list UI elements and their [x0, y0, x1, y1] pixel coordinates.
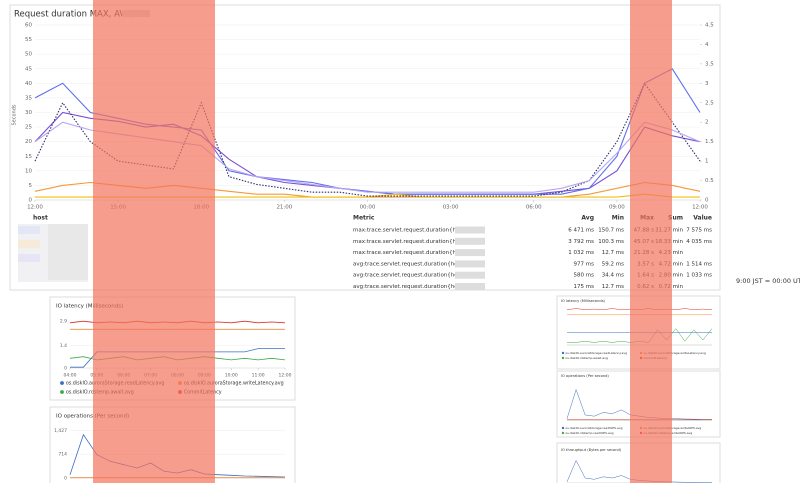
y2-tick-label: 2.5	[705, 100, 714, 106]
blur	[455, 271, 485, 279]
table-cell: 1 514 ms	[686, 261, 712, 267]
table-cell: 7 575 ms	[686, 228, 712, 234]
blur	[455, 237, 485, 245]
table-cell: 977 ms	[574, 261, 595, 267]
blur	[455, 226, 485, 234]
y-tick-label: 20	[25, 139, 32, 145]
y-tick-label: 0	[64, 476, 67, 482]
x-tick-label: 03:00	[443, 205, 459, 211]
blur	[455, 283, 485, 290]
table-header: Min	[612, 215, 624, 222]
y2-tick-label: 0	[705, 198, 709, 204]
x-tick-label: 12:00	[27, 205, 43, 211]
table-cell: 150.7 ms	[598, 228, 624, 234]
x-tick-label: 11:00	[252, 373, 265, 379]
table-cell: 175 ms	[574, 284, 595, 290]
legend-label: os.diskIO.rdstemp.readIOPS.avg	[565, 431, 613, 435]
y-tick-label: 0	[29, 198, 33, 204]
table-cell: max:trace.servlet.request.duration{host:	[353, 250, 467, 256]
legend-swatch	[60, 381, 64, 385]
y-axis-label: Seconds	[12, 104, 18, 125]
table-cell: max:trace.servlet.request.duration{host:	[353, 239, 467, 245]
legend-label: os.diskIO.rdstemp.await.avg	[565, 356, 608, 360]
blur	[455, 260, 485, 268]
x-tick-label: 10:00	[225, 373, 238, 379]
table-cell: 6 471 ms	[568, 228, 594, 234]
table-cell: 12.7 ms	[602, 284, 624, 290]
x-tick-label: 21:00	[276, 205, 292, 211]
y-tick-label: 50	[25, 52, 32, 58]
table-cell: 4 035 ms	[686, 239, 712, 245]
y-tick-label: 1,427	[54, 428, 67, 434]
legend-swatch	[561, 431, 565, 435]
y-tick-label: 25	[25, 125, 32, 131]
table-header: Sum	[668, 215, 683, 222]
legend-swatch	[561, 356, 565, 360]
panel-title: IO throughput (Bytes per second)	[561, 448, 622, 452]
y2-tick-label: 4	[705, 42, 709, 48]
legend-label: os.diskIO.auroraStorage.writeLatency.avg	[643, 351, 706, 355]
table-cell: max:trace.servlet.request.duration{host:	[353, 228, 467, 234]
x-tick-label: 06:00	[526, 205, 542, 211]
panel-title: IO operations (Per second)	[56, 414, 129, 420]
host-blur	[18, 224, 88, 282]
legend-swatch	[561, 426, 565, 430]
x-tick-label: 12:00	[279, 373, 292, 379]
table-header: Metric	[353, 215, 375, 222]
annotation: 9:00 JST = 00:00 UTC	[736, 277, 800, 285]
y-tick-label: 30	[25, 110, 32, 116]
blur	[455, 249, 485, 257]
table-cell: 1 032 ms	[568, 250, 594, 256]
panel-title: IO latency (Milliseconds)	[561, 299, 606, 303]
y2-tick-label: 1	[705, 159, 709, 165]
table-cell: 34.4 ms	[602, 273, 624, 279]
legend-label: os.diskIO.auroraStorage.writeLatency.avg	[184, 381, 284, 387]
y-tick-label: 0	[64, 366, 67, 372]
y2-tick-label: 0.5	[705, 178, 714, 184]
table-cell: 3 792 ms	[568, 239, 594, 245]
table-cell: avg:trace.servlet.request.duration{host:	[353, 273, 465, 279]
y-tick-label: 714	[58, 452, 67, 458]
y-tick-label: 2.9	[60, 319, 67, 325]
y-tick-label: 55	[25, 37, 32, 43]
y2-tick-label: 3	[705, 81, 709, 87]
table-cell: avg:trace.servlet.request.duration{host:	[353, 261, 465, 267]
y-tick-label: 45	[25, 66, 32, 72]
table-header: Value	[693, 215, 712, 222]
table-cell: 100.3 ms	[598, 239, 624, 245]
legend-label: os.diskIO.auroraStorage.writeIOPS.avg	[643, 426, 701, 430]
table-header: Avg	[581, 215, 594, 222]
table-header: host	[33, 215, 48, 222]
y2-tick-label: 2	[705, 120, 709, 126]
x-tick-label: 04:00	[64, 373, 77, 379]
x-tick-label: 12:00	[692, 205, 708, 211]
legend-swatch	[60, 390, 64, 394]
table-cell: 1 033 ms	[686, 273, 712, 279]
table-cell: 59.2 ms	[602, 261, 624, 267]
y-tick-label: 40	[25, 81, 32, 87]
legend-label: os.diskIO.auroraStorage.readIOPS.avg	[565, 426, 622, 430]
table-cell: 580 ms	[574, 273, 595, 279]
panel-title: IO latency (Milliseconds)	[56, 304, 123, 310]
y-tick-label: 5	[29, 183, 33, 189]
panel-title: IO operations (Per second)	[561, 374, 609, 378]
y-tick-label: 35	[25, 95, 32, 101]
y-tick-label: 1.4	[60, 343, 67, 349]
y-tick-label: 10	[25, 168, 32, 174]
y2-tick-label: 1.5	[705, 139, 714, 145]
x-tick-label: 09:00	[609, 205, 625, 211]
y2-tick-label: 3.5	[705, 61, 714, 67]
panel-title: Request duration MAX, AVG/	[14, 10, 135, 20]
highlight-overlays	[93, 0, 672, 483]
y2-tick-label: 4.5	[705, 23, 714, 29]
table-cell: 12.7 ms	[602, 250, 624, 256]
y-tick-label: 60	[25, 23, 32, 29]
y-tick-label: 15	[25, 154, 32, 160]
table-cell: avg:trace.servlet.request.duration{host:	[353, 284, 465, 290]
x-tick-label: 00:00	[360, 205, 376, 211]
legend-label: os.diskIO.auroraStorage.readLatency.avg	[565, 351, 627, 355]
legend-swatch	[561, 351, 565, 355]
